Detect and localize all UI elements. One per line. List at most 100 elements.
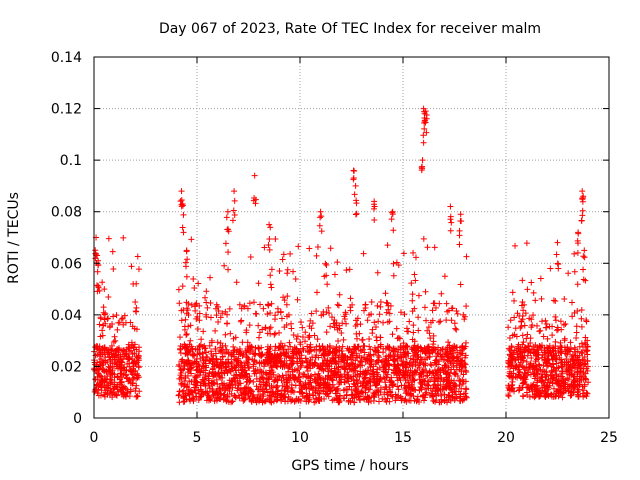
data-point [549,369,556,376]
data-point [360,354,367,361]
data-point [375,352,382,359]
data-point [130,281,137,288]
data-point [234,387,241,394]
data-point [383,299,390,306]
data-point [114,346,121,353]
data-point [311,399,318,406]
data-point [394,374,401,381]
data-point [262,325,269,332]
data-point [384,300,391,307]
data-point [527,371,534,378]
y-tick-labels: 0 0.02 0.04 0.06 0.08 0.1 0.12 0.14 [51,50,82,427]
data-point [187,322,194,329]
data-point [293,358,300,365]
data-point [110,313,117,320]
data-point [275,372,282,379]
data-point [376,364,383,371]
data-point [259,326,266,333]
data-point [521,344,528,351]
data-point [344,373,351,380]
data-point [123,389,130,396]
data-point [412,386,419,393]
data-point [292,276,299,283]
data-point [243,374,250,381]
data-point [456,364,463,371]
data-point [277,350,284,357]
data-point [183,331,190,338]
data-point [133,393,140,400]
data-point [126,393,133,400]
data-point [94,268,101,275]
data-point [394,351,401,358]
data-point [529,366,536,373]
data-point [539,384,546,391]
data-point [183,332,190,339]
data-point [95,382,102,389]
data-point [120,234,127,241]
data-point [456,227,463,234]
data-point [415,314,422,321]
data-point [409,291,416,298]
data-point [339,320,346,327]
data-point [511,347,518,354]
data-point [348,356,355,363]
data-point [178,188,185,195]
data-point [101,286,108,293]
data-point [380,349,387,356]
data-point [461,364,468,371]
data-point [177,346,184,353]
data-point [563,346,570,353]
data-point [437,318,444,325]
data-point [550,297,557,304]
data-point [281,297,288,304]
data-point [420,235,427,242]
data-point [321,345,328,352]
data-point [298,358,305,365]
data-point [126,376,133,383]
data-point [417,354,424,361]
data-point [424,372,431,379]
data-point [252,196,259,203]
data-point [268,284,275,291]
data-point [386,310,393,317]
data-point [360,250,367,257]
data-point [204,304,211,311]
data-point [233,357,240,364]
data-point [377,334,384,341]
data-point [239,352,246,359]
data-point [388,378,395,385]
data-point [400,344,407,351]
data-point [219,310,226,317]
data-point [516,384,523,391]
data-point [107,376,114,383]
data-point [253,383,260,390]
data-point [415,362,422,369]
data-point [421,397,428,404]
x-tick-label: 25 [600,430,618,446]
data-point [580,193,587,200]
data-point [320,384,327,391]
data-point [434,367,441,374]
data-point [369,330,376,337]
data-point [505,363,512,370]
data-point [317,387,324,394]
data-point [214,395,221,402]
data-point [395,262,402,269]
data-point [395,394,402,401]
data-point [119,365,126,372]
data-point [412,254,419,261]
data-point [423,373,430,380]
data-points [91,105,592,406]
data-point [318,213,325,220]
data-point [352,357,359,364]
data-point [287,374,294,381]
data-point [422,386,429,393]
data-point [201,294,208,301]
data-point [222,359,229,366]
data-point [266,246,273,253]
data-point [557,346,564,353]
data-point [405,390,412,397]
data-point [578,217,585,224]
data-point [342,353,349,360]
data-point [372,323,379,330]
